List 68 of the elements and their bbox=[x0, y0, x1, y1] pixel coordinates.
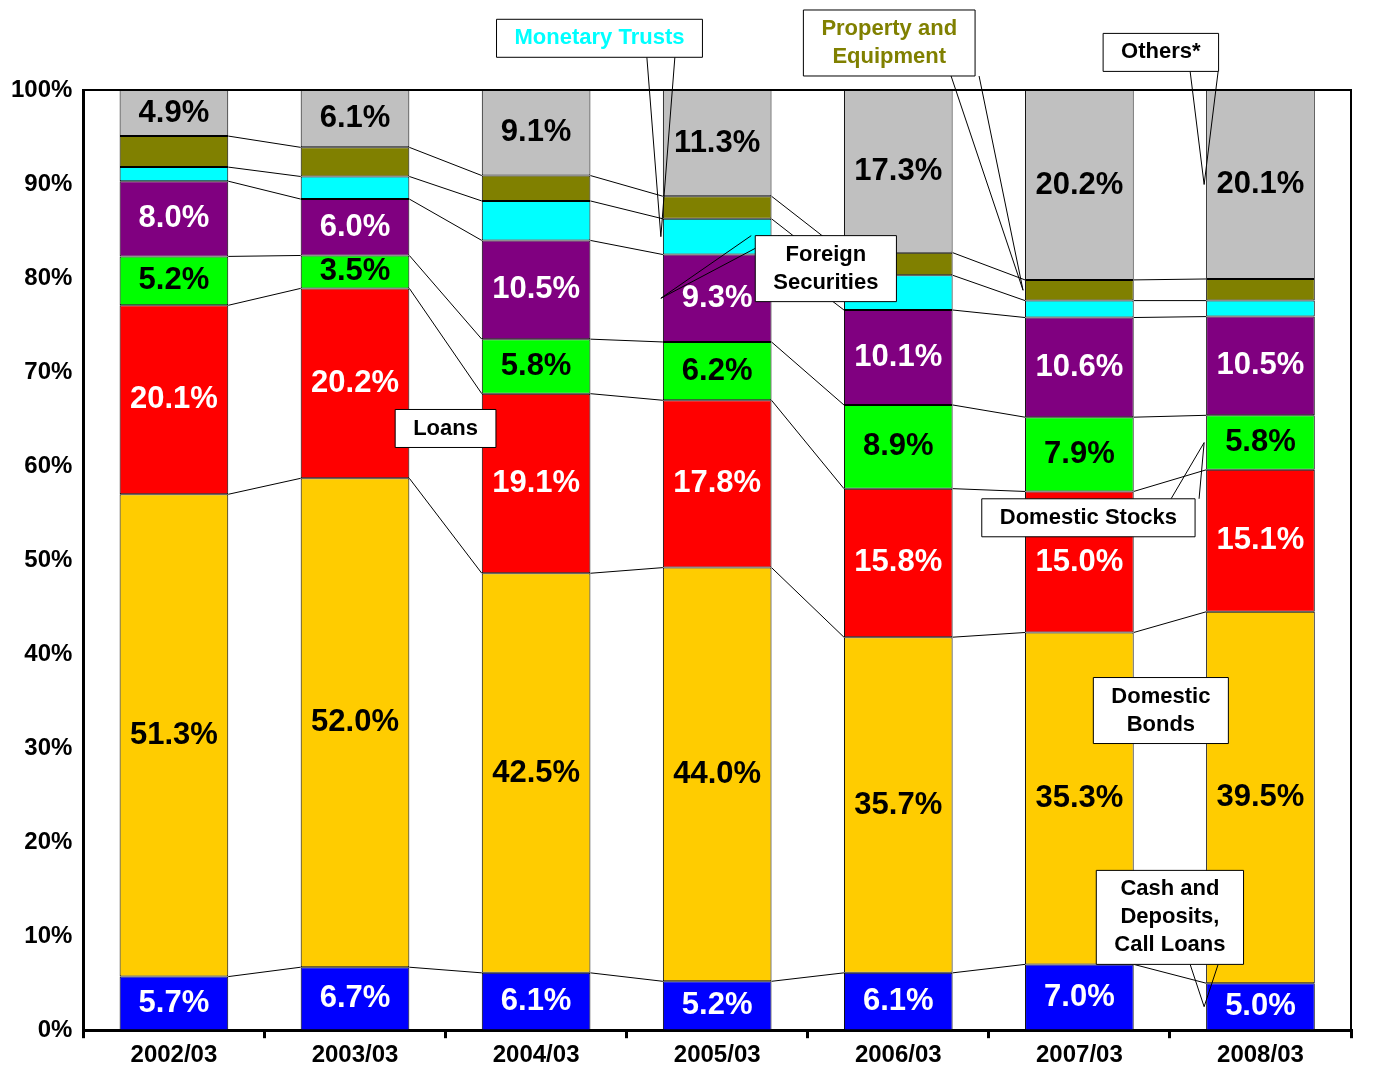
y-tick-label: 100% bbox=[10, 74, 73, 102]
series-label: Foreign Securities bbox=[773, 240, 879, 294]
series-label: Domestic Bonds bbox=[1111, 682, 1211, 736]
series-label: Loans bbox=[413, 414, 478, 440]
y-tick-label: 30% bbox=[24, 732, 73, 760]
data-label: 44.0% bbox=[673, 755, 762, 791]
data-label: 10.5% bbox=[1216, 346, 1305, 382]
data-label: 20.1% bbox=[1216, 165, 1305, 201]
data-label: 6.2% bbox=[681, 351, 753, 387]
y-tick-label: 50% bbox=[24, 544, 73, 572]
data-label: 17.3% bbox=[854, 151, 943, 187]
y-tick-label: 70% bbox=[24, 356, 73, 384]
data-label: 5.2% bbox=[681, 986, 753, 1022]
data-label: 7.0% bbox=[1044, 977, 1115, 1013]
y-tick-label: 0% bbox=[37, 1014, 73, 1042]
data-label: 5.0% bbox=[1225, 987, 1296, 1023]
data-label: 35.7% bbox=[854, 785, 943, 821]
y-tick-label: 90% bbox=[24, 168, 73, 196]
data-label: 8.9% bbox=[862, 427, 934, 463]
data-label: 5.8% bbox=[1225, 423, 1296, 459]
data-label: 8.0% bbox=[138, 199, 210, 235]
data-label: 17.8% bbox=[673, 464, 762, 500]
x-tick-label: 2003/03 bbox=[311, 1040, 399, 1068]
data-label: 9.1% bbox=[500, 113, 572, 149]
data-label: 10.6% bbox=[1035, 347, 1124, 383]
data-label: 20.2% bbox=[1035, 165, 1124, 201]
y-tick-label: 60% bbox=[24, 450, 73, 478]
data-label: 6.0% bbox=[319, 207, 391, 243]
data-label: 35.3% bbox=[1035, 778, 1124, 814]
data-label: 15.8% bbox=[854, 543, 943, 579]
data-label: 6.7% bbox=[319, 979, 391, 1015]
data-label: 10.1% bbox=[854, 338, 943, 374]
data-label: 5.7% bbox=[138, 983, 210, 1019]
y-tick-label: 10% bbox=[24, 920, 73, 948]
x-tick-label: 2007/03 bbox=[1035, 1040, 1123, 1068]
y-tick-label: 40% bbox=[24, 638, 73, 666]
data-label: 19.1% bbox=[492, 464, 581, 500]
data-label: 10.5% bbox=[492, 270, 581, 306]
data-label: 6.1% bbox=[862, 982, 934, 1018]
data-label: 52.0% bbox=[311, 703, 399, 739]
data-label: 39.5% bbox=[1216, 778, 1305, 814]
x-tick-label: 2005/03 bbox=[673, 1040, 761, 1068]
data-label: 9.3% bbox=[681, 278, 753, 314]
y-tick-label: 20% bbox=[24, 826, 73, 854]
text: Monetary Trusts bbox=[514, 24, 685, 50]
data-label: 6.1% bbox=[500, 982, 572, 1018]
data-label: 20.2% bbox=[311, 363, 399, 399]
data-label: 15.0% bbox=[1035, 542, 1124, 578]
data-label: 5.8% bbox=[500, 346, 572, 382]
data-label: 5.2% bbox=[138, 261, 210, 297]
series-label: Domestic Stocks bbox=[999, 503, 1178, 529]
data-label: 6.1% bbox=[319, 99, 391, 135]
data-label: 15.1% bbox=[1216, 521, 1305, 557]
text: Property and Equipment bbox=[821, 15, 958, 69]
series-label: Cash and Deposits, Call Loans bbox=[1114, 875, 1226, 957]
data-label: 3.5% bbox=[319, 252, 391, 288]
x-tick-label: 2004/03 bbox=[492, 1040, 580, 1068]
data-label: 51.3% bbox=[129, 715, 218, 751]
x-tick-label: 2002/03 bbox=[130, 1040, 218, 1068]
data-label: 7.9% bbox=[1044, 434, 1115, 470]
y-tick-label: 80% bbox=[24, 262, 73, 290]
x-tick-label: 2008/03 bbox=[1217, 1040, 1304, 1068]
data-label: 4.9% bbox=[138, 93, 210, 129]
series-label: Others* bbox=[1121, 38, 1202, 64]
data-label: 20.1% bbox=[129, 380, 218, 416]
data-label: 42.5% bbox=[492, 753, 581, 789]
x-tick-label: 2006/03 bbox=[854, 1040, 942, 1068]
data-label: 11.3% bbox=[674, 123, 761, 159]
